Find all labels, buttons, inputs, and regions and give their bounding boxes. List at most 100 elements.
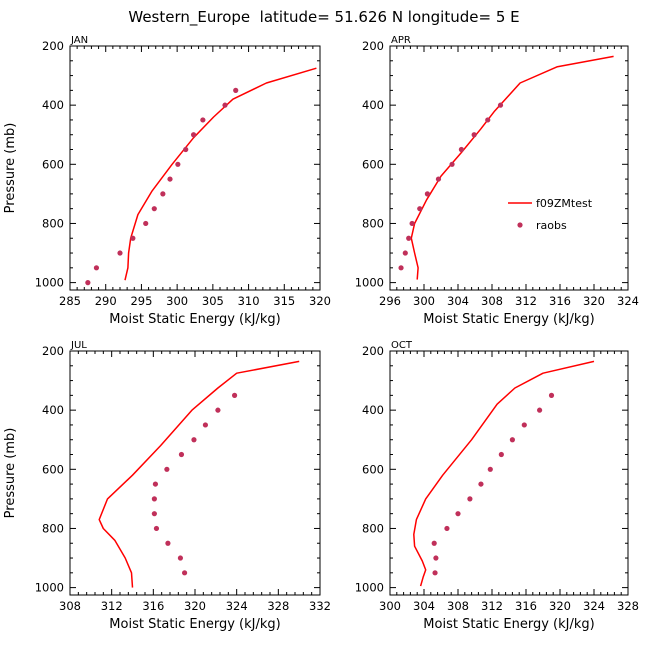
x-tick-label: 305 bbox=[202, 294, 224, 308]
data-point-raobs bbox=[406, 235, 412, 241]
data-point-raobs bbox=[521, 422, 527, 428]
x-tick-label: 316 bbox=[549, 294, 571, 308]
legend-label-model: f09ZMtest bbox=[536, 197, 593, 210]
x-tick-label: 308 bbox=[447, 599, 469, 613]
legend: f09ZMtest raobs bbox=[508, 197, 593, 232]
data-point-raobs bbox=[467, 496, 473, 502]
x-tick-label: 315 bbox=[273, 294, 295, 308]
data-point-raobs bbox=[497, 102, 504, 108]
figure-title: Western_Europe latitude= 51.626 N longit… bbox=[128, 8, 519, 27]
data-point-raobs bbox=[143, 220, 149, 227]
data-point-raobs bbox=[444, 525, 450, 532]
x-tick-label: 320 bbox=[184, 599, 206, 613]
data-point-raobs bbox=[409, 220, 415, 227]
x-tick-label: 304 bbox=[413, 599, 435, 613]
plot-frame bbox=[69, 350, 321, 596]
data-point-raobs bbox=[181, 570, 188, 576]
data-point-raobs bbox=[498, 451, 504, 458]
data-point-raobs bbox=[231, 392, 238, 398]
data-point-raobs bbox=[487, 466, 493, 472]
x-tick-label: 310 bbox=[238, 294, 260, 308]
y-tick-label: 400 bbox=[42, 403, 64, 417]
y-tick-label: 600 bbox=[42, 157, 64, 171]
x-tick-label: 320 bbox=[309, 294, 331, 308]
x-tick-label: 320 bbox=[549, 599, 571, 613]
data-point-raobs bbox=[458, 146, 464, 153]
x-tick-label: 300 bbox=[166, 294, 188, 308]
x-tick-label: 300 bbox=[379, 599, 401, 613]
x-tick-label: 316 bbox=[142, 599, 164, 613]
y-tick-label: 400 bbox=[362, 98, 384, 112]
data-point-raobs bbox=[153, 525, 160, 532]
series-line-f09zmtest bbox=[413, 360, 595, 587]
chart-panel-apr: APR 296 300 304 308 312 316 320 324 200 400 600 800 1… bbox=[355, 35, 639, 327]
data-point-raobs bbox=[478, 481, 484, 487]
data-point-raobs bbox=[178, 451, 185, 458]
data-point-raobs bbox=[455, 511, 461, 517]
plot-frame bbox=[389, 350, 629, 596]
x-tick-label: 308 bbox=[481, 294, 503, 308]
x-axis-label: Moist Static Energy (kJ/kg) bbox=[423, 617, 594, 632]
data-point-raobs bbox=[435, 176, 442, 182]
x-axis-label: Moist Static Energy (kJ/kg) bbox=[423, 312, 594, 327]
data-point-raobs bbox=[398, 265, 404, 271]
x-tick-label: 328 bbox=[617, 599, 639, 613]
panel-label: APR bbox=[391, 35, 411, 46]
x-tick-label: 312 bbox=[481, 599, 503, 613]
data-point-raobs bbox=[424, 191, 430, 197]
x-tick-label: 328 bbox=[267, 599, 289, 613]
chart-panel-oct: OCT 300 304 308 312 316 320 324 328 200 400 600 800 1… bbox=[355, 340, 639, 632]
plot-frame bbox=[389, 45, 629, 291]
x-tick-label: 324 bbox=[583, 599, 605, 613]
data-point-raobs bbox=[433, 555, 439, 561]
data-point-raobs bbox=[200, 117, 206, 123]
data-point-raobs bbox=[548, 392, 555, 398]
y-tick-label: 400 bbox=[42, 98, 64, 112]
data-point-raobs bbox=[537, 407, 543, 413]
panel-label: OCT bbox=[391, 340, 413, 351]
y-tick-label: 1000 bbox=[355, 276, 384, 290]
y-tick-label: 200 bbox=[362, 39, 384, 53]
y-tick-label: 600 bbox=[362, 462, 384, 476]
y-tick-label: 200 bbox=[42, 39, 64, 53]
x-tick-label: 296 bbox=[379, 294, 401, 308]
y-tick-label: 200 bbox=[42, 344, 64, 358]
data-point-raobs bbox=[151, 206, 157, 212]
y-tick-label: 1000 bbox=[35, 276, 64, 290]
y-tick-label: 200 bbox=[362, 344, 384, 358]
data-point-raobs bbox=[449, 161, 455, 167]
x-tick-label: 324 bbox=[226, 599, 248, 613]
x-tick-label: 300 bbox=[413, 294, 435, 308]
y-tick-label: 600 bbox=[362, 157, 384, 171]
legend-label-obs: raobs bbox=[536, 219, 567, 232]
data-point-raobs bbox=[93, 265, 100, 271]
y-axis-label: Pressure (mb) bbox=[3, 123, 18, 214]
data-point-raobs bbox=[165, 540, 171, 546]
data-point-raobs bbox=[202, 422, 209, 428]
x-tick-label: 312 bbox=[515, 294, 537, 308]
data-point-raobs bbox=[190, 132, 197, 138]
x-tick-label: 324 bbox=[617, 294, 639, 308]
x-tick-label: 332 bbox=[309, 599, 331, 613]
x-tick-label: 320 bbox=[583, 294, 605, 308]
data-point-raobs bbox=[167, 176, 173, 182]
series-line-f09zmtest bbox=[410, 55, 614, 280]
y-tick-label: 600 bbox=[42, 462, 64, 476]
x-tick-label: 316 bbox=[515, 599, 537, 613]
x-tick-label: 308 bbox=[59, 599, 81, 613]
chart-panel-jan: JAN 285 290 295 300 305 310 315 320 200 400 600 800 1… bbox=[3, 35, 331, 327]
data-point-raobs bbox=[191, 437, 197, 443]
data-point-raobs bbox=[222, 102, 228, 108]
data-point-raobs bbox=[402, 250, 408, 256]
panels: JAN 285 290 295 300 305 310 315 320 200 400 600 800 1… bbox=[3, 35, 639, 632]
panel-label: JAN bbox=[70, 35, 88, 46]
data-point-raobs bbox=[164, 466, 170, 472]
data-point-raobs bbox=[152, 481, 159, 487]
series-line-f09zmtest bbox=[98, 360, 300, 588]
y-tick-label: 800 bbox=[362, 216, 384, 230]
data-point-raobs bbox=[151, 496, 157, 502]
series-line-f09zmtest bbox=[124, 67, 317, 281]
y-tick-label: 400 bbox=[362, 403, 384, 417]
x-axis-label: Moist Static Energy (kJ/kg) bbox=[109, 312, 280, 327]
